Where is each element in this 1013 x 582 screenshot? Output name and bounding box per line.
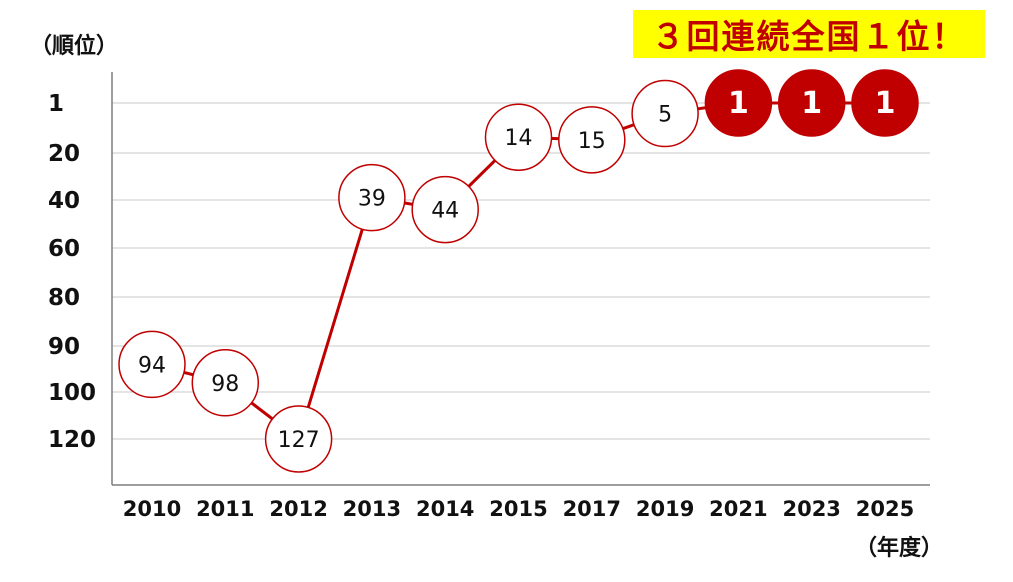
y-tick-label: 80 [48, 285, 80, 311]
rank-marker [338, 163, 406, 232]
data-label: 39 [358, 187, 386, 212]
x-tick-label: 2010 [123, 497, 181, 521]
data-label: 94 [138, 353, 166, 378]
rank-marker [191, 349, 260, 417]
y-tick-label: 90 [48, 334, 80, 360]
data-label: 1 [801, 86, 822, 121]
x-tick-label: 2023 [782, 497, 840, 521]
data-label: 15 [578, 129, 606, 154]
data-label: 44 [431, 199, 459, 224]
data-label: 1 [728, 86, 749, 121]
y-tick-label: 40 [48, 188, 80, 214]
data-label: 98 [211, 372, 239, 397]
y-axis-label: （順位） [30, 34, 119, 59]
first-place-marker [777, 69, 846, 137]
x-axis-label: （年度） [855, 536, 944, 561]
y-tick-label: 60 [48, 236, 80, 262]
x-tick-label: 2021 [709, 497, 767, 521]
data-label: 5 [658, 103, 672, 128]
x-tick-label: 2012 [269, 497, 327, 521]
x-tick-label: 2013 [343, 497, 401, 521]
first-place-marker [704, 69, 773, 137]
rank-marker [264, 405, 333, 473]
y-tick-label: 20 [48, 141, 80, 167]
x-tick-label: 2015 [489, 497, 547, 521]
x-tick-label: 2011 [196, 497, 254, 521]
rank-marker [484, 103, 553, 171]
data-label: 1 [875, 86, 896, 121]
data-label: 127 [278, 428, 320, 453]
rank-marker [631, 79, 699, 148]
x-tick-label: 2019 [636, 497, 694, 521]
x-tick-label: 2017 [563, 497, 621, 521]
data-label: 14 [505, 126, 533, 151]
rank-marker [118, 330, 186, 399]
achievement-banner: ３回連続全国１位！ [633, 10, 985, 58]
x-tick-label: 2025 [856, 497, 914, 521]
rank-marker [411, 175, 479, 244]
first-place-marker [851, 69, 919, 137]
y-tick-label: 100 [48, 380, 96, 406]
y-tick-label: 1 [48, 91, 64, 117]
y-tick-label: 120 [48, 427, 96, 453]
rank-marker [558, 106, 626, 174]
x-tick-label: 2014 [416, 497, 474, 521]
